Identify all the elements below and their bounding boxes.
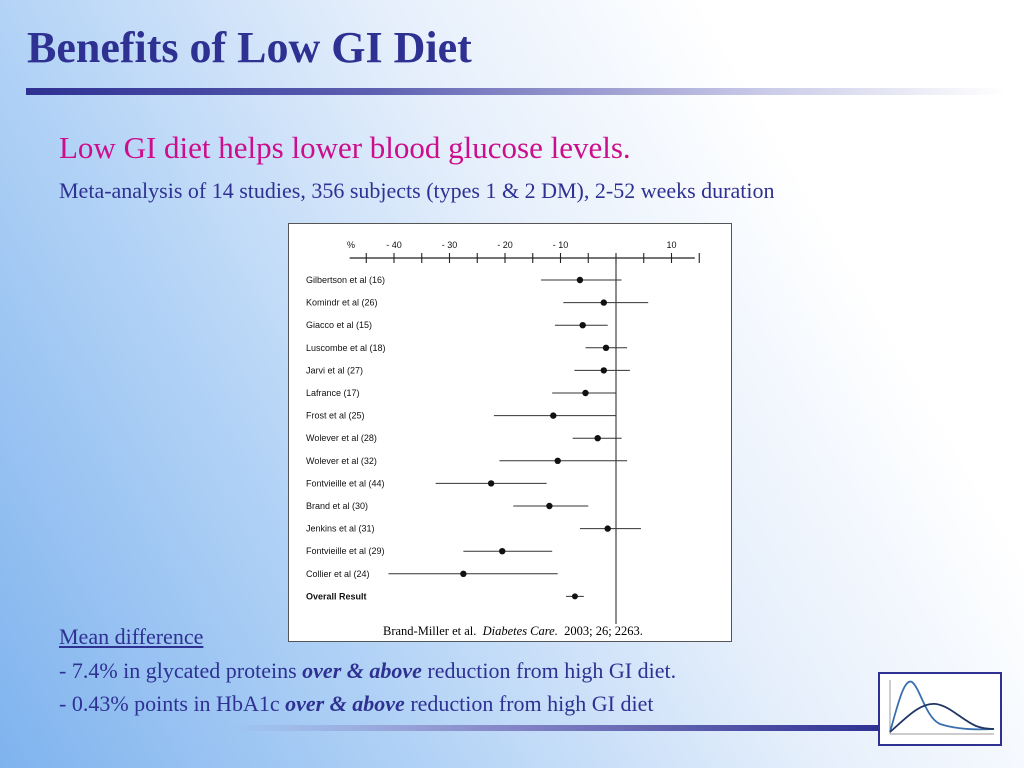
x-tick-label: - 10	[553, 240, 569, 250]
x-tick-label: - 20	[497, 240, 513, 250]
bottom-accent-rule	[232, 725, 882, 731]
result-line-2-start: - 0.43% points in HbA1c	[59, 691, 286, 716]
study-label: Wolever et al (28)	[306, 433, 377, 443]
study-label: Fontvieille et al (29)	[306, 546, 385, 556]
overall-point	[571, 593, 578, 600]
citation-authors: Brand-Miller et al.	[383, 624, 477, 638]
result-line-1-end: reduction from high GI diet.	[421, 658, 677, 683]
forest-plot-figure: - 40 - 30 - 20 - 10 10% Gilbertson et al (16)…	[288, 223, 732, 642]
mean-difference-heading: Mean difference	[59, 624, 204, 649]
study-label: Wolever et al (32)	[306, 456, 377, 466]
study-label: Gilbertson et al (16)	[306, 275, 385, 285]
citation-journal: Diabetes Care.	[482, 624, 558, 638]
slide-title: Benefits of Low GI Diet	[27, 23, 472, 72]
study-point	[460, 570, 467, 577]
study-point	[600, 299, 607, 306]
citation: Brand-Miller et al. Diabetes Care. 2003;…	[383, 624, 643, 639]
x-axis-unit-label: %	[347, 240, 355, 250]
title-underline	[26, 88, 1006, 95]
study-point	[582, 389, 589, 397]
study-point	[604, 525, 611, 532]
result-line-glycated-proteins: - 7.4% in glycated proteins over & above…	[59, 658, 676, 684]
study-label: Fontvieille et al (44)	[306, 478, 385, 488]
study-point	[594, 435, 601, 442]
study-label: Brand et al (30)	[306, 501, 368, 511]
forest-plot: - 40 - 30 - 20 - 10 10% Gilbertson et al (16)…	[306, 240, 700, 624]
glucose-curve-logo	[878, 672, 1002, 746]
study-point	[487, 480, 495, 487]
study-label: Frost et al (25)	[306, 411, 365, 421]
study-label: Komindr et al (26)	[306, 298, 378, 308]
study-label: Lafrance (17)	[306, 388, 360, 398]
result-line-1-emphasis: over & above	[302, 658, 422, 683]
citation-reference: 2003; 26; 2263.	[564, 624, 643, 638]
overall-result-label: Overall Result	[306, 591, 367, 601]
study-label: Luscombe et al (18)	[306, 343, 386, 353]
result-line-hba1c: - 0.43% points in HbA1c over & above red…	[59, 691, 654, 717]
study-label: Jenkins et al (31)	[306, 524, 375, 534]
x-tick-label: 10	[666, 240, 676, 250]
result-line-2-end: reduction from high GI diet	[404, 691, 654, 716]
study-point	[499, 548, 506, 555]
x-tick-label: - 30	[442, 240, 458, 250]
slide-subtitle: Low GI diet helps lower blood glucose le…	[59, 130, 631, 165]
study-point	[579, 322, 586, 329]
study-label: Jarvi et al (27)	[306, 365, 363, 375]
study-point	[546, 502, 553, 510]
study-label: Collier et al (24)	[306, 569, 370, 579]
meta-analysis-description: Meta-analysis of 14 studies, 356 subject…	[59, 178, 775, 203]
study-label: Giacco et al (15)	[306, 320, 372, 330]
study-point	[576, 276, 584, 284]
glucose-curve-icon	[889, 680, 995, 735]
result-line-1-start: - 7.4% in glycated proteins	[59, 658, 303, 683]
result-line-2-emphasis: over & above	[285, 691, 405, 716]
study-point	[554, 457, 561, 464]
study-point	[550, 412, 557, 419]
study-point	[600, 367, 607, 374]
study-point	[602, 344, 610, 351]
x-tick-label: - 40	[386, 240, 402, 250]
